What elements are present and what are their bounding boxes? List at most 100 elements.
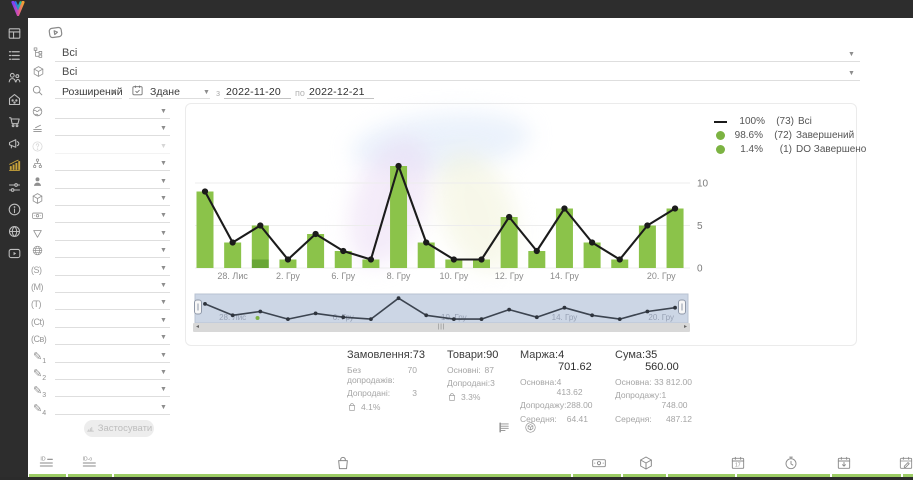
sidebar-item-globe-sync[interactable] xyxy=(0,220,28,242)
brush-handle[interactable] xyxy=(194,299,202,315)
product-select-value[interactable]: Всі xyxy=(62,66,78,78)
legend-item[interactable]: 1.4% (1) DO Завершено xyxy=(714,144,866,155)
stat-sub-value: 1 748.00 xyxy=(661,390,688,411)
chevron-down-icon: ▼ xyxy=(160,299,167,307)
sidebar-item-info[interactable] xyxy=(0,198,28,220)
svg-text:17: 17 xyxy=(735,463,741,469)
search-icon xyxy=(31,84,44,97)
footer-id-o-lines[interactable]: ID-o xyxy=(82,455,98,471)
users-icon xyxy=(7,70,22,85)
stat-sub-value: 3 xyxy=(490,378,495,389)
sidebar-item-dashboard[interactable] xyxy=(0,22,28,44)
stats-view-toggles xyxy=(498,421,537,434)
chevron-down-icon: ▼ xyxy=(848,51,855,58)
chevron-down-icon: ▼ xyxy=(160,247,167,255)
info-icon xyxy=(7,202,22,217)
svg-text:14. Гру: 14. Гру xyxy=(550,271,579,281)
stat-sub-value: 33 812.00 xyxy=(654,376,692,387)
chart-h-scrollbar[interactable]: ◂ ||| ▸ xyxy=(193,323,690,332)
apply-button-label: Застосувати xyxy=(97,423,153,434)
stat-title: Товари: xyxy=(447,349,487,361)
stat-sub-value: 4.1% xyxy=(361,401,381,412)
stat-sub-label: Допродані: xyxy=(347,388,391,399)
stat-value: 73 xyxy=(412,349,425,361)
legend-item[interactable]: 98.6% (72) Завершений xyxy=(714,130,866,141)
footer-tab-underline xyxy=(573,474,621,477)
sidebar-item-video[interactable] xyxy=(0,242,28,264)
chevron-down-icon: ▼ xyxy=(160,229,167,237)
footer-tab-underline xyxy=(832,474,901,477)
footer-cube[interactable] xyxy=(638,455,654,471)
legend-dot-swatch xyxy=(716,145,725,154)
legend-dot-swatch xyxy=(716,131,725,140)
cube-circle-toggle[interactable] xyxy=(524,421,537,434)
sidebar-item-users[interactable] xyxy=(0,66,28,88)
legend-item[interactable]: 100% (73) Всі xyxy=(714,116,866,127)
sidebar-item-sliders[interactable] xyxy=(0,176,28,198)
svg-text:8. Гру: 8. Гру xyxy=(387,271,411,281)
chevron-down-icon: ▼ xyxy=(160,316,167,324)
sliders-icon xyxy=(7,180,22,195)
sidebar-item-megaphone[interactable] xyxy=(0,132,28,154)
list-summary-toggle[interactable] xyxy=(498,421,511,434)
footer-tab-underline xyxy=(903,474,913,477)
store-icon xyxy=(7,92,22,107)
svg-text:10. Гру: 10. Гру xyxy=(439,271,468,281)
video-help-badge[interactable] xyxy=(47,24,64,46)
legend-line-swatch xyxy=(714,120,727,123)
scroll-right-icon[interactable]: ▸ xyxy=(683,324,687,330)
stat-sub-label: Допродажу: xyxy=(520,400,567,411)
stat-sub-label: Допродажу: xyxy=(615,390,662,401)
chevron-down-icon: ▼ xyxy=(160,386,167,394)
footer-tab-underline xyxy=(623,474,666,477)
date-to-input[interactable]: 2022-12-21 xyxy=(309,86,365,98)
search-mode-select[interactable]: Розширений xyxy=(62,86,123,98)
date-from-input[interactable]: 2022-11-20 xyxy=(226,86,281,98)
badge-(M)-icon: (M) xyxy=(31,282,44,292)
scroll-left-icon[interactable]: ◂ xyxy=(196,324,200,330)
footer-calendar-edit[interactable] xyxy=(898,455,913,471)
stat-sub-value: 487.12 xyxy=(666,413,692,424)
banknote-icon xyxy=(31,209,44,222)
date-type-select[interactable]: Здане xyxy=(150,86,180,98)
footer-bag[interactable] xyxy=(335,455,351,471)
sidebar-item-store[interactable] xyxy=(0,88,28,110)
chevron-down-icon: ▼ xyxy=(160,334,167,342)
calendar-check-icon xyxy=(131,84,144,97)
apply-button[interactable]: Застосувати xyxy=(84,420,154,437)
hierarchy-icon xyxy=(31,157,44,170)
stat-title: Замовлення: xyxy=(347,349,413,361)
video-icon xyxy=(7,246,22,261)
chevron-down-icon: ▼ xyxy=(160,125,167,133)
app-logo[interactable] xyxy=(7,0,29,21)
sidebar-item-cart[interactable] xyxy=(0,110,28,132)
stat-sub-value: 70 xyxy=(407,364,417,375)
pencil-3-icon: ✎3 xyxy=(33,385,47,400)
footer-tab-underline xyxy=(737,474,830,477)
stat-sub-label: Основна: xyxy=(615,376,652,387)
layers-icon xyxy=(31,122,44,135)
brush-handle[interactable] xyxy=(678,299,686,315)
group-select-value[interactable]: Всі xyxy=(62,47,78,59)
scroll-grip[interactable]: ||| xyxy=(437,324,446,330)
stat-value: 4 701.62 xyxy=(558,349,592,373)
footer-calendar-17[interactable]: 17 xyxy=(730,455,746,471)
footer-id-lines[interactable]: ID xyxy=(39,455,55,471)
orders-list-icon xyxy=(7,48,22,63)
chevron-down-icon: ▼ xyxy=(160,212,167,220)
footer-clock[interactable] xyxy=(783,455,799,471)
stat-sub-value: 87 xyxy=(484,364,494,375)
svg-text:12. Гру: 12. Гру xyxy=(495,271,524,281)
footer-calendar-in[interactable] xyxy=(836,455,852,471)
stat-title: Маржа: xyxy=(520,349,559,361)
footer-banknote-eye[interactable] xyxy=(591,455,607,471)
footer-tab-underline xyxy=(114,474,571,477)
sidebar-item-analytics-chart[interactable] xyxy=(0,154,28,176)
chevron-down-icon: ▼ xyxy=(160,195,167,202)
sidebar-item-orders-list[interactable] xyxy=(0,44,28,66)
orders-chart[interactable]: 0 5 10 28. Лис 2. Гру 6. Гру 8. Гру 10. Гру 12. … xyxy=(185,103,857,346)
svg-text:6. Гру: 6. Гру xyxy=(331,271,355,281)
footer-tab-bar: ID ID-o 17 xyxy=(28,448,913,477)
globe-sync-icon xyxy=(7,224,22,239)
